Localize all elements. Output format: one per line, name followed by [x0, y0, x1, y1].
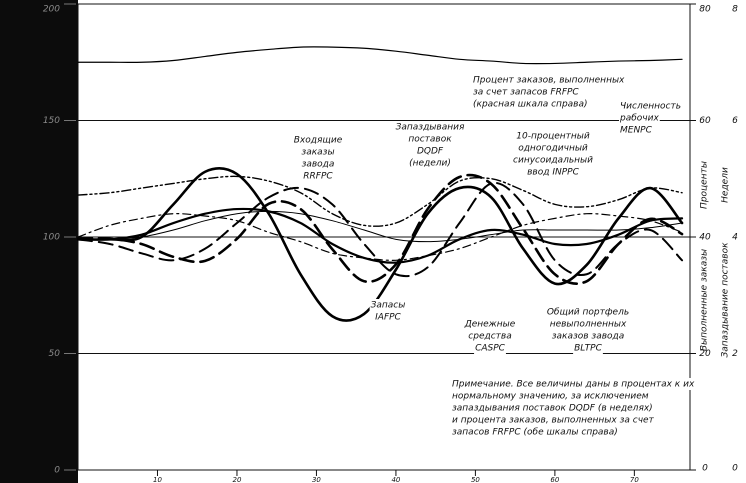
annotation: невыполненных [550, 320, 627, 330]
annotation: Общий портфель [547, 308, 629, 318]
x-tick-label: 30 [312, 476, 321, 483]
series-line [77, 46, 683, 65]
y2-title-lower: Выполненные заказы [700, 249, 710, 351]
annotation-bg [573, 342, 603, 354]
y2-tick-label: 60 [699, 116, 711, 126]
x-tick-label: 20 [233, 476, 242, 483]
annotation-bg [300, 146, 336, 158]
x-tick-label: 60 [550, 476, 559, 483]
y2-tick-label: 80 [699, 5, 711, 15]
annotation-bg [374, 311, 402, 323]
annotation-bg [548, 318, 628, 330]
series-line [77, 213, 683, 261]
annotation: MENPC [620, 126, 653, 136]
y-tick-label: 200 [43, 5, 60, 15]
annotation-bg [467, 330, 513, 342]
annotation-bg [394, 121, 466, 133]
y-tick-label: 150 [43, 116, 60, 126]
annotation-bg [451, 378, 696, 390]
series-line [77, 210, 683, 243]
y3-tick-label: 4 [732, 233, 738, 243]
annotation: Примечание. Все величины даны в процента… [452, 380, 695, 390]
annotation: одногодичный [518, 144, 588, 154]
y-tick-label: 0 [54, 466, 60, 476]
annotation: Запасы [371, 301, 406, 311]
annotation: Запаздывания [396, 123, 465, 133]
annotation-bg [619, 112, 660, 124]
series-line [77, 181, 684, 278]
annotation-bg [451, 402, 654, 414]
annotation-bg [474, 342, 506, 354]
annotation: Входящие [294, 136, 343, 146]
annotation: CASPC [475, 344, 506, 354]
annotation: за счет запасов FRFPC [473, 88, 579, 98]
annotation-bg [619, 100, 683, 112]
annotation-bg [407, 133, 453, 145]
annotation: нормальному значению, за исключением [452, 392, 649, 402]
y3-tick-label: 2 [732, 349, 738, 359]
annotation: средства [468, 332, 511, 342]
x-tick-label: 70 [630, 476, 639, 483]
annotation-bg [550, 330, 626, 342]
annotation-bg [451, 426, 619, 438]
annotation: рабочих [619, 114, 659, 124]
series-line [77, 175, 683, 227]
y-tick-label: 100 [43, 233, 60, 243]
annotation-bg [545, 306, 631, 318]
annotation: и процента заказов, выполненных за счет [452, 416, 655, 426]
annotation-bg [369, 299, 407, 311]
annotation-bg [526, 166, 580, 178]
series-line [76, 173, 684, 285]
annotation-bg [517, 142, 589, 154]
annotation-bg [302, 170, 334, 182]
annotation: Численность [620, 102, 681, 112]
y2-tick-label: 40 [699, 233, 711, 243]
annotation: запасов FRFPC (обе шкалы справа) [452, 428, 618, 438]
annotation-bg [300, 158, 336, 170]
annotation: запаздывания поставок DQDF (в неделях) [452, 404, 653, 414]
annotation: DQDF [417, 147, 444, 157]
left-dark-band [0, 0, 78, 483]
annotation: поставок [408, 135, 452, 145]
annotation-bg [619, 124, 653, 136]
annotation-bg [515, 130, 591, 142]
annotation-bg [451, 414, 655, 426]
annotation: RRFPC [303, 172, 333, 182]
y-tick-label: 50 [49, 349, 61, 359]
annotation-bg [472, 86, 580, 98]
annotation: синусоидальный [513, 156, 593, 166]
annotation: (красная шкала справа) [473, 100, 588, 110]
annotation: IAFPC [375, 313, 401, 323]
y2-tick-label: 0 [702, 464, 708, 474]
y2-title: Проценты [700, 161, 710, 209]
x-tick-label: 40 [391, 476, 400, 483]
annotation: заказов завода [552, 332, 625, 342]
annotation: BLTPC [574, 344, 603, 354]
y3-tick-label: 8 [732, 5, 738, 15]
annotation: завода [302, 160, 335, 170]
annotation: (недели) [409, 159, 451, 169]
y2-tick-label: 20 [699, 349, 711, 359]
x-tick-label: 50 [471, 476, 480, 483]
y3-title-lower: Запаздывание поставок [721, 242, 731, 358]
annotation-bg [472, 74, 626, 86]
annotation-bg [415, 145, 445, 157]
annotation-bg [472, 98, 589, 110]
annotation-bg [512, 154, 594, 166]
annotation-bg [292, 134, 344, 146]
annotation: Денежные [464, 320, 516, 330]
y3-tick-label: 6 [732, 116, 738, 126]
annotation: ввод INPPC [527, 168, 579, 178]
annotation: 10-процентный [516, 132, 590, 142]
annotation-bg [463, 318, 517, 330]
y3-title: Недели [721, 167, 731, 203]
annotation: заказы [301, 148, 334, 158]
series-line [76, 167, 684, 322]
annotation-bg [408, 157, 452, 169]
y3-tick-label: 0 [732, 464, 738, 474]
annotation-bg [451, 390, 650, 402]
annotation: Процент заказов, выполненных [473, 76, 625, 86]
x-tick-label: 10 [153, 476, 162, 483]
